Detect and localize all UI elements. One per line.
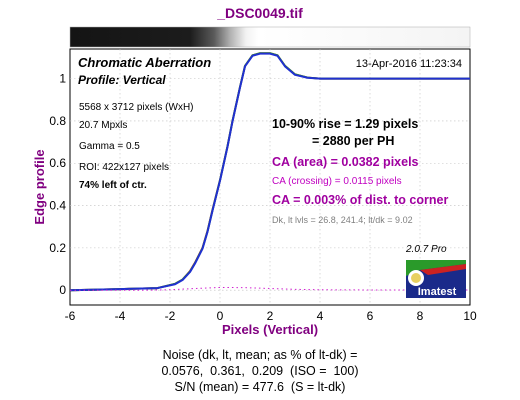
info-megapixels: 20.7 Mpxls [79,120,127,131]
edge-gradient-strip [69,26,471,48]
series-line-3 [70,286,470,291]
x-tick-label: 8 [417,309,424,323]
y-tick-label: 0.6 [49,156,66,170]
info-roi: ROI: 422x127 pixels [79,162,169,173]
y-tick-label: 0.2 [49,241,66,255]
ca-crossing: CA (crossing) = 0.0115 pixels [272,176,402,187]
noise-summary: Noise (dk, lt, mean; as % of lt-dk) = 0.… [0,347,520,395]
x-tick-label: 6 [367,309,374,323]
imatest-logo: Imatest [406,260,466,298]
chart-title: _DSC0049.tif [216,5,303,21]
x-tick-label: 4 [317,309,324,323]
y-axis-label: Edge profile [32,149,47,224]
levels-info: Dk, lt lvls = 26.8, 241.4; lt/dk = 9.02 [272,215,413,225]
ca-percent: CA = 0.003% of dist. to corner [272,193,448,207]
x-tick-label: 10 [463,309,477,323]
info-dimensions: 5568 x 3712 pixels (WxH) [79,102,194,113]
series-layer [69,52,470,292]
series-line-2 [69,52,470,292]
analysis-title: Chromatic Aberration [78,55,211,70]
y-tick-label: 0 [59,283,66,297]
version-label: 2.0.7 Pro [405,244,447,255]
profile-label: Profile: Vertical [78,73,166,87]
x-axis-label: Pixels (Vertical) [222,322,318,337]
timestamp: 13-Apr-2016 11:23:34 [356,58,462,70]
rise-result: 10-90% rise = 1.29 pixels [272,117,418,131]
x-tick-label: -4 [115,309,126,323]
info-location: 74% left of ctr. [79,180,147,191]
info-gamma: Gamma = 0.5 [79,141,140,152]
x-tick-label: -2 [165,309,176,323]
y-tick-label: 0.4 [49,199,66,213]
noise-line-3: S/N (mean) = 477.6 (S = lt-dk) [174,380,346,394]
noise-line-2: 0.0576, 0.361, 0.209 (ISO = 100) [161,364,359,378]
x-tick-label: -6 [65,309,76,323]
rise-per-ph: = 2880 per PH [312,134,394,148]
tick-labels: -6 -4 -2 0 2 4 6 8 10 0 0.2 0.4 0.6 0.8 1 [49,72,477,323]
noise-line-1: Noise (dk, lt, mean; as % of lt-dk) = [162,348,358,362]
x-tick-label: 0 [217,309,224,323]
y-tick-label: 1 [59,72,66,86]
ca-area: CA (area) = 0.0382 pixels [272,155,419,169]
y-tick-label: 0.8 [49,114,66,128]
logo-text: Imatest [418,286,457,298]
x-tick-label: 2 [267,309,274,323]
